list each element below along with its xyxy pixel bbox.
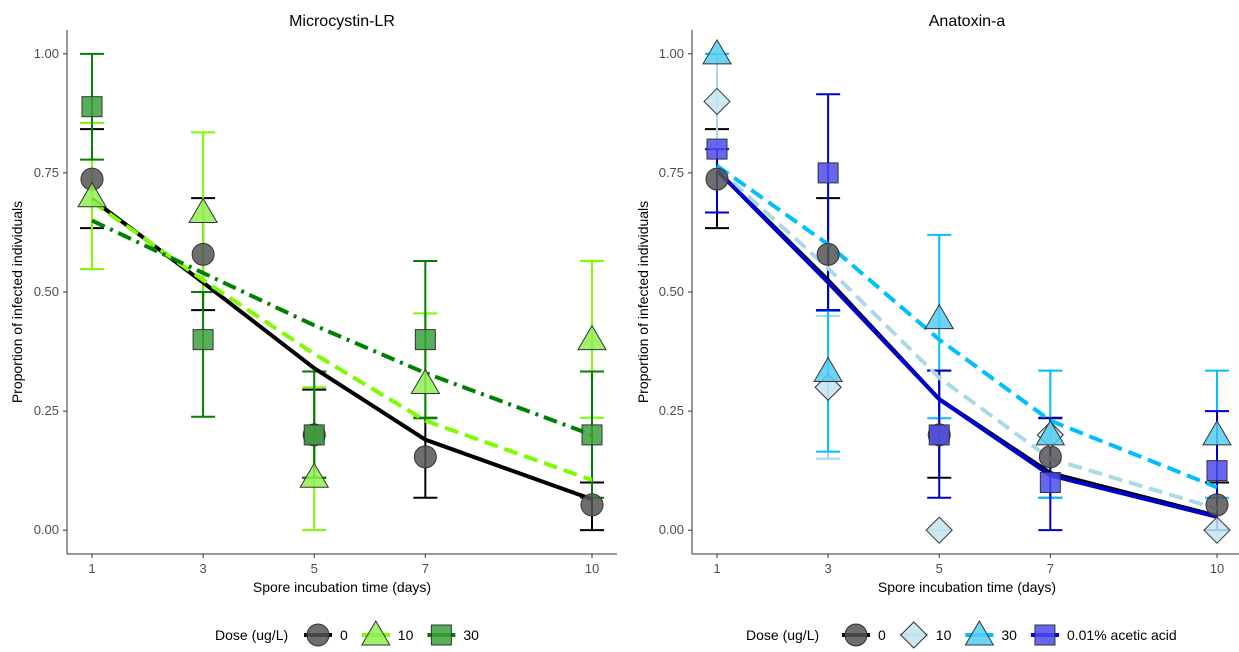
y-axis-label: Proportion of infected individuals: [9, 201, 25, 403]
y-tick-label: 0.00: [659, 522, 684, 537]
fit-line-10: [715, 166, 1218, 511]
legend-title: Dose (ug/L): [215, 627, 288, 643]
data-point-10: [77, 181, 107, 208]
y-tick-label: 1.00: [659, 46, 684, 61]
x-tick-label: 5: [936, 561, 943, 576]
legend-key-0: [306, 623, 330, 647]
legend-item-10: 10: [899, 621, 952, 649]
legend-microcystin-lr: Dose (ug/L) 0 10 30: [215, 620, 479, 647]
data-point-10: [703, 87, 731, 116]
panel-title: Microcystin-LR: [289, 13, 395, 30]
legend-label: 30: [463, 627, 479, 643]
data-point-10: [299, 462, 330, 488]
data-point-0: [413, 445, 437, 469]
data-point-0: [705, 167, 729, 191]
data-point-0: [1038, 445, 1062, 469]
y-tick-label: 0.75: [659, 165, 684, 180]
data-point-10: [1203, 516, 1231, 544]
data-point-30: [81, 96, 103, 118]
data-point-30: [303, 424, 325, 446]
x-tick-label: 7: [422, 561, 429, 576]
y-tick-label: 0.50: [34, 284, 59, 299]
y-tick-label: 0.50: [659, 284, 684, 299]
legend-label: 10: [936, 627, 952, 643]
fit-line-0-01-acetic-acid: [715, 169, 1218, 519]
data-point-30: [414, 329, 436, 351]
y-tick-label: 0.00: [34, 522, 59, 537]
data-point-30: [813, 356, 843, 383]
data-point-30: [1035, 419, 1066, 446]
data-point-10: [577, 324, 607, 351]
legend-anatoxin-a: Dose (ug/L) 0 10 30 0.01% acetic acid: [746, 620, 1177, 649]
y-tick-label: 0.75: [34, 165, 59, 180]
legend-item-0-01-acetic-acid: 0.01% acetic acid: [1030, 624, 1177, 646]
data-point-0-01-acetic-acid: [1206, 460, 1228, 482]
data-point-30: [924, 303, 955, 330]
x-tick-label: 5: [311, 561, 318, 576]
legend-key-0: [844, 623, 868, 647]
data-point-30: [702, 38, 732, 65]
legend-item-30: 30: [964, 620, 1017, 646]
data-point-0: [580, 493, 604, 517]
panel-microcystin-lr: Microcystin-LR Proportion of infected in…: [9, 13, 617, 595]
data-point-0-01-acetic-acid: [706, 138, 728, 160]
legend-title: Dose (ug/L): [746, 627, 819, 643]
y-axis-label: Proportion of infected individuals: [635, 201, 651, 403]
data-point-10: [188, 197, 218, 223]
data-point-0: [816, 242, 840, 266]
fit-line-30: [91, 218, 593, 437]
data-point-10: [410, 368, 441, 394]
legend-key-10: [900, 621, 928, 649]
legend-label: 10: [398, 627, 414, 643]
y-tick-label: 0.25: [659, 403, 684, 418]
x-axis-label: Spore incubation time (days): [878, 579, 1056, 595]
x-tick-label: 1: [713, 561, 720, 576]
x-tick-label: 10: [1210, 561, 1224, 576]
data-point-30: [581, 424, 603, 446]
data-point-30: [192, 329, 214, 351]
legend-label: 30: [1001, 627, 1017, 643]
data-point-0-01-acetic-acid: [817, 162, 839, 184]
x-axis-label: Spore incubation time (days): [253, 579, 431, 595]
fit-line-0: [715, 169, 1218, 518]
legend-label: 0: [878, 627, 886, 643]
panel-anatoxin-a: Anatoxin-a Proportion of infected indivi…: [635, 13, 1239, 595]
legend-key-30: [430, 624, 452, 646]
panel-title: Anatoxin-a: [929, 13, 1006, 30]
y-tick-label: 1.00: [34, 46, 59, 61]
x-tick-label: 3: [824, 561, 831, 576]
error-bar-0-01-acetic-acid: [816, 93, 841, 312]
legend-item-0: 0: [842, 623, 886, 647]
legend-key-0-01-acetic-acid: [1034, 624, 1056, 646]
legend-label: 0.01% acetic acid: [1067, 627, 1177, 643]
fit-line-10: [90, 199, 593, 483]
data-point-0: [1205, 493, 1229, 517]
y-tick-label: 0.25: [34, 403, 59, 418]
x-tick-label: 3: [199, 561, 206, 576]
x-tick-label: 1: [88, 561, 95, 576]
legend-item-10: 10: [360, 620, 414, 646]
x-tick-label: 10: [585, 561, 599, 576]
error-bar-30: [191, 291, 216, 418]
data-point-0-01-acetic-acid: [1039, 472, 1061, 494]
legend-label: 0: [340, 627, 348, 643]
legend-item-0: 0: [304, 623, 348, 647]
legend-key-30: [964, 620, 995, 646]
fit-line-30: [715, 164, 1218, 490]
x-tick-label: 7: [1047, 561, 1054, 576]
data-point-30: [1202, 419, 1232, 446]
legend-item-30: 30: [427, 624, 479, 646]
legend-key-10: [360, 620, 391, 646]
data-point-10: [925, 516, 953, 544]
data-point-0-01-acetic-acid: [928, 424, 950, 446]
data-point-0: [191, 242, 215, 266]
